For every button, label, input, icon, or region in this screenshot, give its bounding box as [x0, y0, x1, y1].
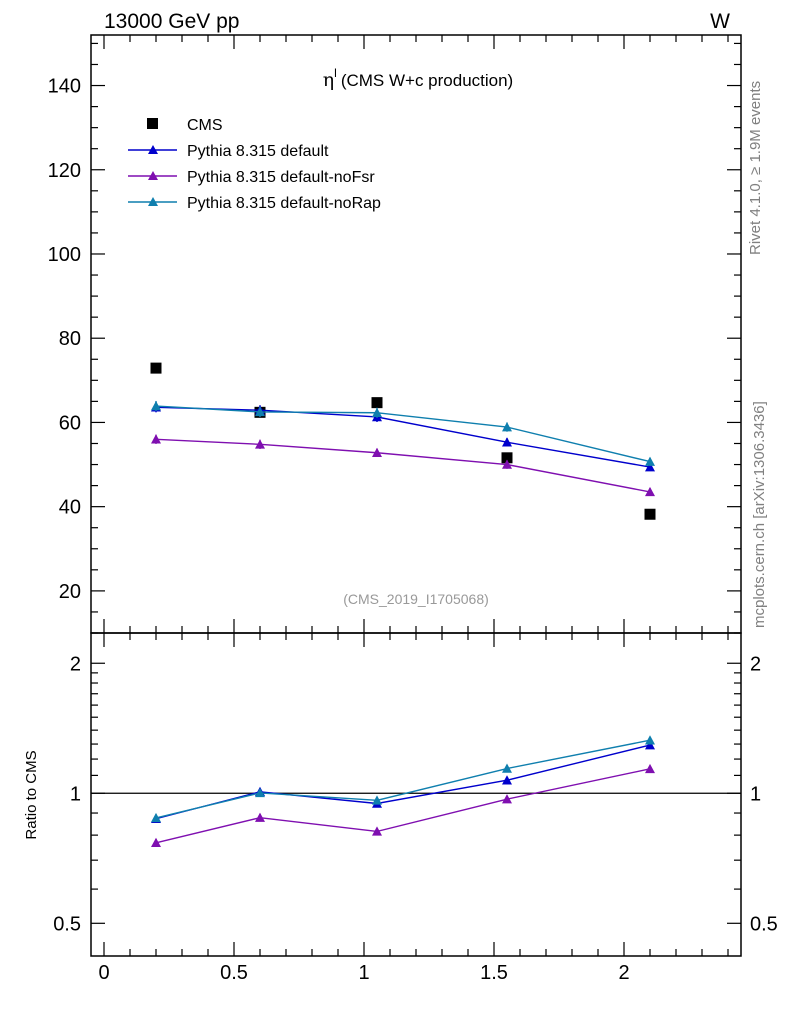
- x-tick-label: 1: [358, 962, 369, 984]
- ratio-y-tick-label-left: 2: [70, 653, 81, 675]
- series-cms: [150, 362, 656, 520]
- x-tick-label: 2: [618, 962, 629, 984]
- ratio-data-point: [502, 775, 512, 785]
- legend-label-cms: CMS: [187, 117, 223, 134]
- main-y-tick-label: 80: [59, 328, 81, 350]
- data-point: [645, 462, 655, 472]
- ratio-data-point: [372, 795, 382, 805]
- cms-data-point: [150, 362, 162, 374]
- main-plot-title: ηl (CMS W+c production): [323, 66, 513, 91]
- ratio-series-line: [155, 768, 651, 844]
- ratio-data-point: [372, 826, 382, 836]
- main-y-tick-label: 20: [59, 581, 81, 603]
- cms-data-point: [371, 397, 383, 409]
- x-tick-label: 0: [98, 962, 109, 984]
- data-point: [502, 437, 512, 447]
- analysis-watermark: (CMS_2019_I1705068): [343, 591, 489, 607]
- x-tick-label: 1.5: [480, 962, 508, 984]
- ratio-data-point: [151, 812, 161, 823]
- ratio-data-point: [502, 794, 512, 804]
- cms-data-point: [644, 508, 656, 520]
- x-tick-labels: 0 0.5 1 1.5 2: [98, 962, 629, 984]
- ratio-data-point: [255, 812, 265, 822]
- data-point: [645, 456, 655, 466]
- ratio-series-pythia-8-315-default: [151, 740, 655, 823]
- data-point: [255, 406, 265, 417]
- ratio-series-layer: [151, 735, 655, 848]
- data-point: [151, 401, 161, 411]
- cms-data-point: [501, 452, 513, 464]
- ratio-axis-ticks: [91, 633, 741, 956]
- main-y-tick-labels: 20 40 60 80 100 120 140: [48, 76, 81, 603]
- process-label: W: [710, 10, 730, 33]
- legend-label-norap: Pythia 8.315 default-noRap: [187, 195, 381, 212]
- legend-marker-cms: [147, 118, 158, 129]
- ratio-series-pythia-8-315-default-norap: [151, 735, 655, 823]
- ratio-series-pythia-8-315-default-nofsr: [151, 763, 655, 848]
- x-tick-label: 0.5: [220, 962, 248, 984]
- ratio-y-axis-label: Ratio to CMS: [23, 750, 40, 839]
- series-pythia-8-315-default-norap: [151, 400, 655, 466]
- data-point: [502, 459, 512, 469]
- legend: CMS Pythia 8.315 default Pythia 8.315 de…: [128, 117, 381, 212]
- ratio-y-tick-label-right: 1: [750, 783, 761, 805]
- legend-marker-norap: [148, 197, 158, 206]
- mcplots-label: mcplots.cern.ch [arXiv:1306.3436]: [751, 401, 768, 628]
- legend-label-nofsr: Pythia 8.315 default-noFsr: [187, 169, 375, 186]
- data-point: [255, 439, 265, 449]
- legend-label-default: Pythia 8.315 default: [187, 143, 329, 160]
- ratio-series-line: [155, 744, 651, 820]
- ratio-plot-frame: [90, 632, 742, 957]
- ratio-series-line: [155, 739, 651, 819]
- main-y-tick-label: 120: [48, 160, 81, 182]
- ratio-y-tick-labels: 0.5 0.5 1 1 2 2: [53, 653, 778, 935]
- main-y-tick-label: 60: [59, 412, 81, 434]
- series-line: [155, 405, 651, 463]
- ratio-y-tick-label-right: 0.5: [750, 913, 778, 935]
- ratio-data-point: [645, 740, 655, 750]
- series-line: [155, 438, 651, 493]
- main-y-tick-label: 140: [48, 76, 81, 98]
- ratio-y-tick-label-left: 0.5: [53, 913, 81, 935]
- ratio-data-point: [255, 787, 265, 798]
- ratio-data-point: [645, 763, 655, 774]
- main-y-tick-label: 40: [59, 497, 81, 519]
- ratio-data-point: [151, 837, 161, 848]
- data-point: [502, 422, 512, 432]
- main-axis-ticks: [91, 35, 741, 634]
- legend-marker-nofsr: [148, 171, 158, 180]
- rivet-label: Rivet 4.1.0, ≥ 1.9M events: [747, 81, 764, 255]
- series-pythia-8-315-default-nofsr: [151, 434, 655, 497]
- main-series-layer: [150, 362, 656, 520]
- title-text: (CMS W+c production): [341, 71, 513, 90]
- data-point: [645, 486, 655, 497]
- ratio-data-point: [502, 763, 512, 773]
- data-point: [372, 447, 382, 458]
- main-y-tick-label: 100: [48, 244, 81, 266]
- title-superscript: l: [334, 66, 337, 80]
- legend-marker-default: [148, 145, 158, 154]
- title-symbol: η: [323, 69, 334, 91]
- series-pythia-8-315-default: [151, 402, 655, 472]
- data-point: [151, 434, 161, 444]
- ratio-data-point: [645, 735, 655, 745]
- ratio-y-tick-label-right: 2: [750, 653, 761, 675]
- ratio-y-tick-label-left: 1: [70, 783, 81, 805]
- data-point: [372, 407, 382, 418]
- energy-label: 13000 GeV pp: [104, 10, 239, 33]
